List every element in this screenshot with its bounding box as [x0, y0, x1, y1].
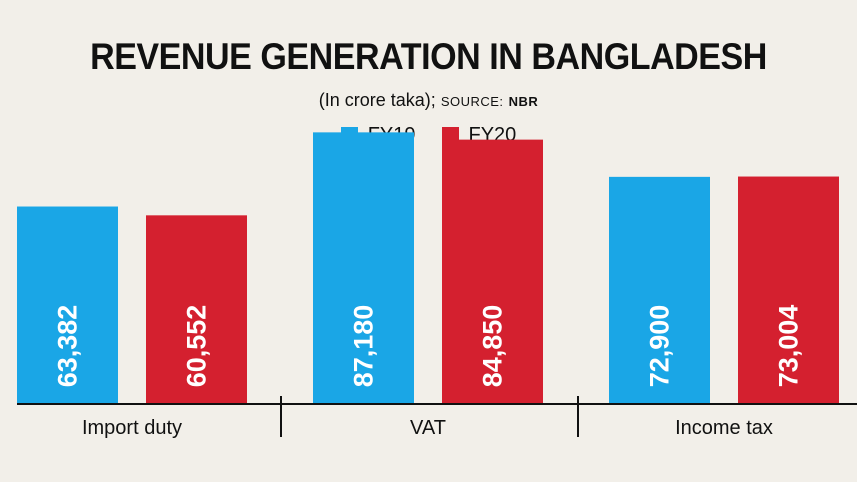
- bar-import-duty-fy20: [146, 215, 247, 404]
- source-label: SOURCE:: [440, 94, 504, 109]
- value-label-income-tax-fy19: 72,900: [645, 305, 675, 388]
- chart-title: REVENUE GENERATION IN BANGLADESH: [90, 36, 767, 77]
- category-label-vat: VAT: [410, 417, 446, 439]
- chart-subtitle: (In crore taka); SOURCE: NBR: [0, 90, 857, 111]
- bar-income-tax-fy20: [738, 176, 839, 404]
- category-label-income-tax: Income tax: [675, 417, 773, 439]
- value-label-vat-fy19: 87,180: [349, 305, 379, 388]
- value-label-import-duty-fy20: 60,552: [182, 305, 212, 388]
- bar-income-tax-fy19: [609, 176, 710, 404]
- unit-note: (In crore taka);: [318, 90, 436, 110]
- bar-vat-fy19: [313, 132, 414, 404]
- source-name: NBR: [508, 94, 539, 109]
- value-label-income-tax-fy20: 73,004: [774, 305, 804, 388]
- value-label-import-duty-fy19: 63,382: [53, 305, 83, 388]
- category-label-import-duty: Import duty: [82, 417, 182, 439]
- bar-import-duty-fy19: [17, 206, 118, 404]
- value-label-vat-fy20: 84,850: [478, 305, 508, 388]
- bar-vat-fy20: [442, 139, 543, 405]
